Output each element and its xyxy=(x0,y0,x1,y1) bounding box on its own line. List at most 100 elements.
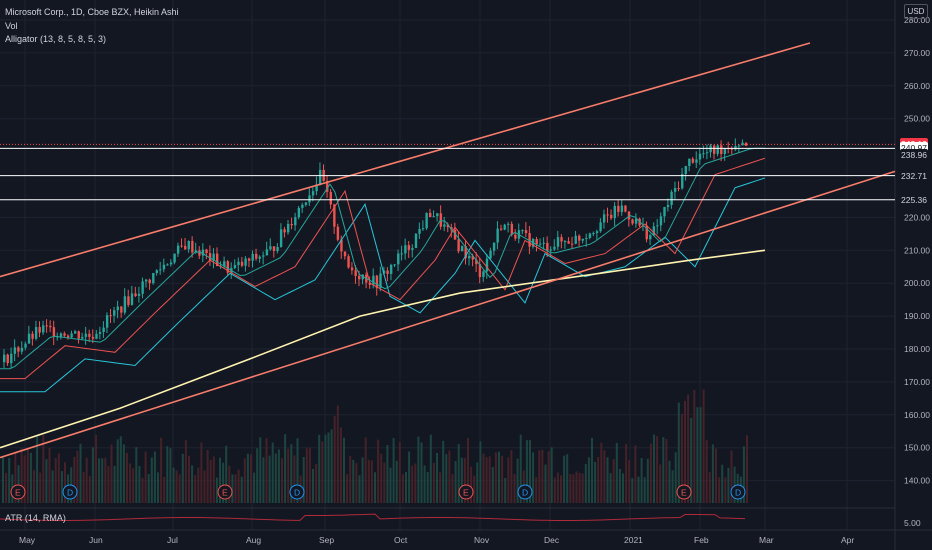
candle-body xyxy=(684,166,687,175)
candle-body xyxy=(521,230,524,232)
volume-bar xyxy=(287,448,290,503)
candle-body xyxy=(49,325,52,328)
price-tag: 232.71 xyxy=(900,169,928,182)
candle-body xyxy=(201,249,205,256)
dividend-event-marker xyxy=(517,484,533,500)
volume-bar xyxy=(339,427,342,503)
earnings-event-label: E xyxy=(463,488,469,498)
volume-bar xyxy=(414,463,417,503)
atr-indicator-label[interactable]: ATR (14, RMA) xyxy=(5,513,66,523)
volume-bar xyxy=(64,462,66,503)
volume-bar xyxy=(36,435,39,503)
candle-body xyxy=(734,145,737,150)
candle-body xyxy=(148,279,151,284)
volume-bar xyxy=(451,474,454,503)
volume-bar xyxy=(640,458,643,503)
volume-bar xyxy=(293,455,296,503)
candle-body xyxy=(184,245,187,250)
candle-body xyxy=(340,239,343,252)
volume-bar xyxy=(33,470,35,503)
moving-average-line xyxy=(0,249,766,449)
volume-bar xyxy=(532,452,535,503)
volume-bar xyxy=(308,447,311,503)
chart-legend: Microsoft Corp., 1D, Cboe BZX, Heikin As… xyxy=(5,6,179,47)
candle-body xyxy=(510,223,514,235)
candle-body xyxy=(95,333,98,339)
candle-body xyxy=(397,253,400,265)
candle-body xyxy=(120,306,123,313)
symbol-title[interactable]: Microsoft Corp., 1D, Cboe BZX, Heikin As… xyxy=(5,7,179,17)
candle-body xyxy=(411,248,414,250)
candle-body xyxy=(187,240,190,250)
candle-body xyxy=(326,181,329,192)
volume-bar xyxy=(271,442,274,503)
candle-body xyxy=(649,235,652,240)
volume-bar xyxy=(436,452,438,503)
volume-bar xyxy=(665,438,668,503)
candle-body xyxy=(169,262,173,265)
volume-bar xyxy=(215,477,218,503)
candle-body xyxy=(574,235,577,244)
volume-bar xyxy=(107,466,110,503)
volume-bar xyxy=(346,474,349,503)
volume-bar xyxy=(386,445,389,503)
volume-bar xyxy=(352,459,355,503)
candle-body xyxy=(730,148,734,150)
candle-body xyxy=(84,333,88,337)
candle-body xyxy=(329,191,332,205)
volume-bar xyxy=(603,450,606,503)
volume-bar xyxy=(553,477,556,503)
volume-bar xyxy=(318,434,321,503)
volume-bar xyxy=(219,457,221,503)
volume-bar xyxy=(119,436,122,503)
candle-body xyxy=(318,169,322,185)
alligator-indicator-label[interactable]: Alligator (13, 8, 5, 8, 5, 3) xyxy=(5,34,107,44)
volume-bar xyxy=(587,457,590,503)
volume-bar xyxy=(122,444,125,503)
candle-body xyxy=(379,273,382,289)
volume-bar xyxy=(246,453,249,503)
dividend-event-marker xyxy=(730,484,746,500)
candle-body xyxy=(262,255,265,257)
candle-body xyxy=(386,270,389,274)
currency-badge[interactable]: USD xyxy=(904,4,928,19)
candle-body xyxy=(464,246,467,259)
volume-bar xyxy=(389,467,392,503)
candle-body xyxy=(279,229,283,247)
volume-bar xyxy=(228,465,231,503)
volume-bar xyxy=(23,455,26,503)
volume-bar xyxy=(324,434,327,503)
candle-body xyxy=(599,222,602,232)
volume-bar xyxy=(560,475,562,503)
candle-body xyxy=(606,214,609,216)
volume-bar xyxy=(76,450,79,503)
volume-bar xyxy=(355,463,358,503)
candle-body xyxy=(88,333,91,337)
volume-bar xyxy=(141,477,144,503)
candle-body xyxy=(105,315,109,328)
volume-bar xyxy=(625,443,628,503)
price-axis-label: 180.00 xyxy=(904,344,930,354)
candle-body xyxy=(468,255,471,259)
volume-bar xyxy=(150,457,153,503)
candle-body xyxy=(301,204,304,208)
dividend-event-label: D xyxy=(522,488,528,498)
volume-bar xyxy=(14,451,17,503)
volume-bar xyxy=(367,459,370,503)
volume-bar xyxy=(302,456,305,503)
candle-body xyxy=(439,213,443,227)
candle-body xyxy=(311,191,315,196)
time-axis-label: Sep xyxy=(319,535,334,545)
volume-bar xyxy=(169,448,172,503)
volume-bar xyxy=(442,440,445,503)
candle-body xyxy=(244,258,247,266)
volume-bar xyxy=(708,471,711,503)
volume-bar xyxy=(343,437,345,503)
volume-indicator-label[interactable]: Vol xyxy=(5,20,18,31)
volume-bar xyxy=(547,451,550,503)
candle-body xyxy=(602,214,606,223)
volume-bar xyxy=(237,469,240,503)
volume-bar xyxy=(615,442,618,503)
